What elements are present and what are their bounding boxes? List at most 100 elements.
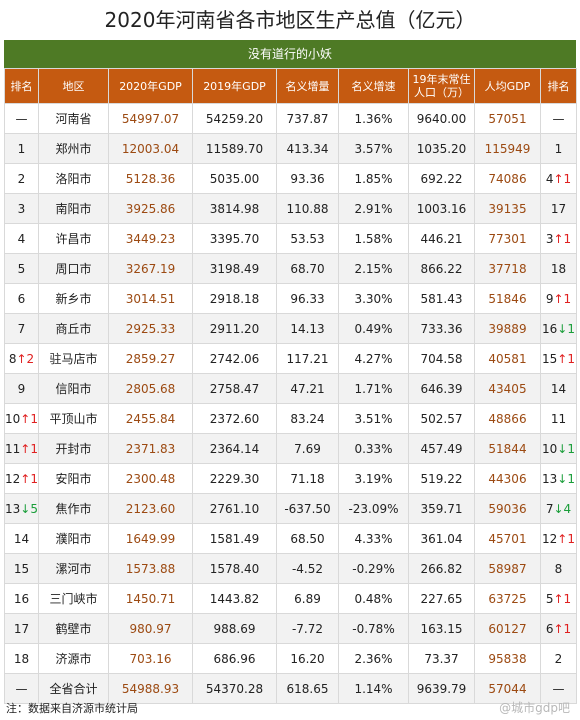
region-cell: 驻马店市 [38,343,109,374]
per-capita-rank-cell-value: 1 [554,141,563,156]
per-capita-rank-cell: 6↑1 [540,613,577,644]
column-header: 排名 [4,68,39,104]
gdp-rank-cell: 18 [4,643,39,674]
increase-cell: 413.34 [276,133,339,164]
per-capita-cell: 74086 [474,163,541,194]
gdp-rank-cell: — [4,103,39,134]
region-cell: 周口市 [38,253,109,284]
gdp-rank-cell-value: 16 [13,591,30,606]
per-capita-rank-cell: — [540,673,577,704]
table-row: — 河南省 54997.07 54259.20 737.87 1.36% 9640.00 57… [4,103,577,134]
per-capita-cell: 37718 [474,253,541,284]
population-cell: 1035.20 [408,133,475,164]
table-row: 3 南阳市 3925.86 3814.98 110.88 2.91% 1003.16 3913… [4,193,577,224]
increase-cell: 68.70 [276,253,339,284]
gdp-rank-cell-value: 1 [17,141,26,156]
gdp-2019-cell: 1443.82 [192,583,277,614]
region-cell: 河南省 [38,103,109,134]
per-capita-rank-cell-change: ↓4 [553,501,572,516]
per-capita-rank-cell-value: — [552,111,565,126]
column-header: 2019年GDP [192,68,277,104]
region-cell: 平顶山市 [38,403,109,434]
gdp-2020-cell: 12003.04 [108,133,193,164]
per-capita-rank-cell: 3↑1 [540,223,577,254]
per-capita-cell: 43405 [474,373,541,404]
table-row: 8↑2 驻马店市 2859.27 2742.06 117.21 4.27% 704.58 40… [4,343,577,374]
gdp-2019-cell: 1581.49 [192,523,277,554]
per-capita-cell: 39889 [474,313,541,344]
gdp-rank-cell-value: 14 [13,531,30,546]
watermark: @城市gdp吧 [499,701,570,715]
gdp-2019-cell: 1578.40 [192,553,277,584]
gdp-2020-cell: 980.97 [108,613,193,644]
gdp-rank-cell-value: 6 [17,291,26,306]
gdp-2020-cell: 2925.33 [108,313,193,344]
column-header: 2020年GDP [108,68,193,104]
increase-cell: 68.50 [276,523,339,554]
per-capita-rank-cell: 17 [540,193,577,224]
per-capita-rank-cell: 13↓1 [540,463,577,494]
gdp-rank-cell-value: 10 [5,411,21,426]
gdp-2019-cell: 2372.60 [192,403,277,434]
gdp-2019-cell: 5035.00 [192,163,277,194]
per-capita-rank-cell: 12↑1 [540,523,577,554]
per-capita-rank-cell: 8 [540,553,577,584]
gdp-rank-cell: 12↑1 [4,463,39,494]
gdp-2019-cell: 2911.20 [192,313,277,344]
region-cell: 漯河市 [38,553,109,584]
increase-cell: 117.21 [276,343,339,374]
table-row: 16 三门峡市 1450.71 1443.82 6.89 0.48% 227.65 63725… [4,583,577,614]
per-capita-cell: 48866 [474,403,541,434]
per-capita-rank-cell-change: ↑1 [557,531,575,546]
gdp-table: 排名 地区 2020年GDP 2019年GDP 名义增量 名义增速 19年末常住 人口（万）… [4,68,577,704]
growth-cell: 1.36% [338,103,409,134]
per-capita-rank-cell-value: 3 [545,231,554,246]
per-capita-rank-cell-value: 7 [545,501,554,516]
increase-cell: 7.69 [276,433,339,464]
per-capita-rank-cell-change: ↑1 [553,591,572,606]
increase-cell: 618.65 [276,673,339,704]
per-capita-rank-cell-change: ↑1 [553,171,572,186]
gdp-2019-cell: 2918.18 [192,283,277,314]
gdp-rank-cell-change: ↑1 [20,411,38,426]
increase-cell: 6.89 [276,583,339,614]
table-row: 1 郑州市 12003.04 11589.70 413.34 3.57% 1035.20 11… [4,133,577,164]
gdp-rank-cell-value: 18 [13,651,30,666]
gdp-rank-cell-change: ↑1 [20,441,38,456]
per-capita-rank-cell-value: 8 [554,561,563,576]
per-capita-cell: 44306 [474,463,541,494]
gdp-2020-cell: 2859.27 [108,343,193,374]
table-row: 12↑1 安阳市 2300.48 2229.30 71.18 3.19% 519.22 443… [4,463,577,494]
per-capita-rank-cell: 15↑1 [540,343,577,374]
per-capita-rank-cell-change: ↑1 [553,231,572,246]
population-cell: 361.04 [408,523,475,554]
per-capita-rank-cell: 16↓1 [540,313,577,344]
gdp-rank-cell-value: 2 [17,171,26,186]
per-capita-rank-cell-change: ↓1 [557,441,575,456]
per-capita-cell: 51844 [474,433,541,464]
gdp-2020-cell: 1573.88 [108,553,193,584]
gdp-rank-cell-value: 12 [5,471,21,486]
growth-cell: 3.57% [338,133,409,164]
gdp-2020-cell: 703.16 [108,643,193,674]
growth-cell: -0.78% [338,613,409,644]
table-row: 10↑1 平顶山市 2455.84 2372.60 83.24 3.51% 502.57 48… [4,403,577,434]
gdp-2019-cell: 11589.70 [192,133,277,164]
increase-cell: 14.13 [276,313,339,344]
region-cell: 三门峡市 [38,583,109,614]
gdp-2020-cell: 3267.19 [108,253,193,284]
region-cell: 安阳市 [38,463,109,494]
gdp-rank-cell: 5 [4,253,39,284]
gdp-rank-cell-value: 13 [5,501,21,516]
gdp-2020-cell: 2805.68 [108,373,193,404]
gdp-2019-cell: 2742.06 [192,343,277,374]
gdp-rank-cell-value: 17 [13,621,30,636]
per-capita-rank-cell: 9↑1 [540,283,577,314]
gdp-rank-cell: 8↑2 [4,343,39,374]
population-cell: 692.22 [408,163,475,194]
region-cell: 商丘市 [38,313,109,344]
per-capita-rank-cell-change: ↑1 [553,621,572,636]
subtitle-bar: 没有道行的小妖 [4,40,576,68]
gdp-rank-cell-value: 7 [17,321,26,336]
gdp-rank-cell-change: ↓5 [20,501,38,516]
